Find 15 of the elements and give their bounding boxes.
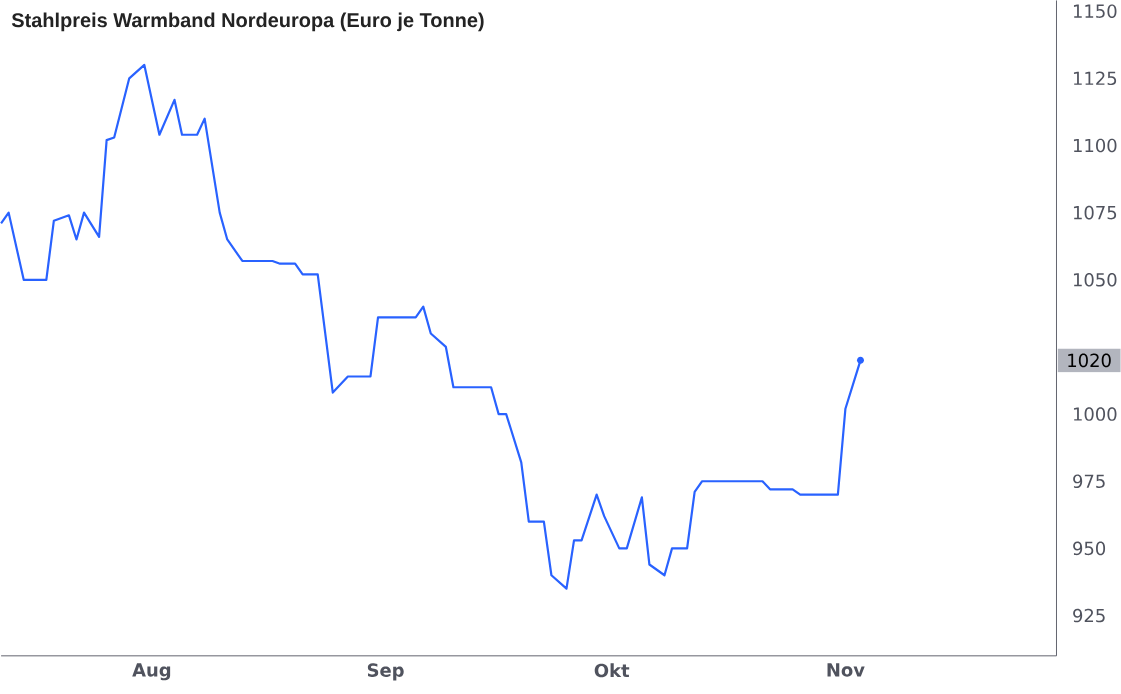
y-tick-label: 950 (1073, 541, 1106, 556)
x-tick-label: Nov (827, 663, 865, 677)
y-tick-label: 975 (1073, 474, 1105, 489)
y-tick-label: 1150 (1073, 4, 1117, 19)
text: 1020 (1068, 353, 1111, 368)
x-tick-label: Sep (367, 663, 404, 681)
y-tick-label: 1125 (1073, 71, 1117, 86)
x-tick-label: Aug (132, 663, 171, 681)
y-tick-label: 1100 (1073, 138, 1117, 153)
y-tick-label: 1075 (1073, 205, 1117, 220)
x-tick-label: Okt (594, 663, 630, 678)
text: Stahlpreis Warmband Nordeuropa (Euro je Tonne) (11, 12, 484, 32)
y-tick-label: 1000 (1073, 407, 1117, 421)
y-tick-label: 925 (1073, 608, 1105, 623)
y-tick-label: 1050 (1073, 273, 1117, 287)
